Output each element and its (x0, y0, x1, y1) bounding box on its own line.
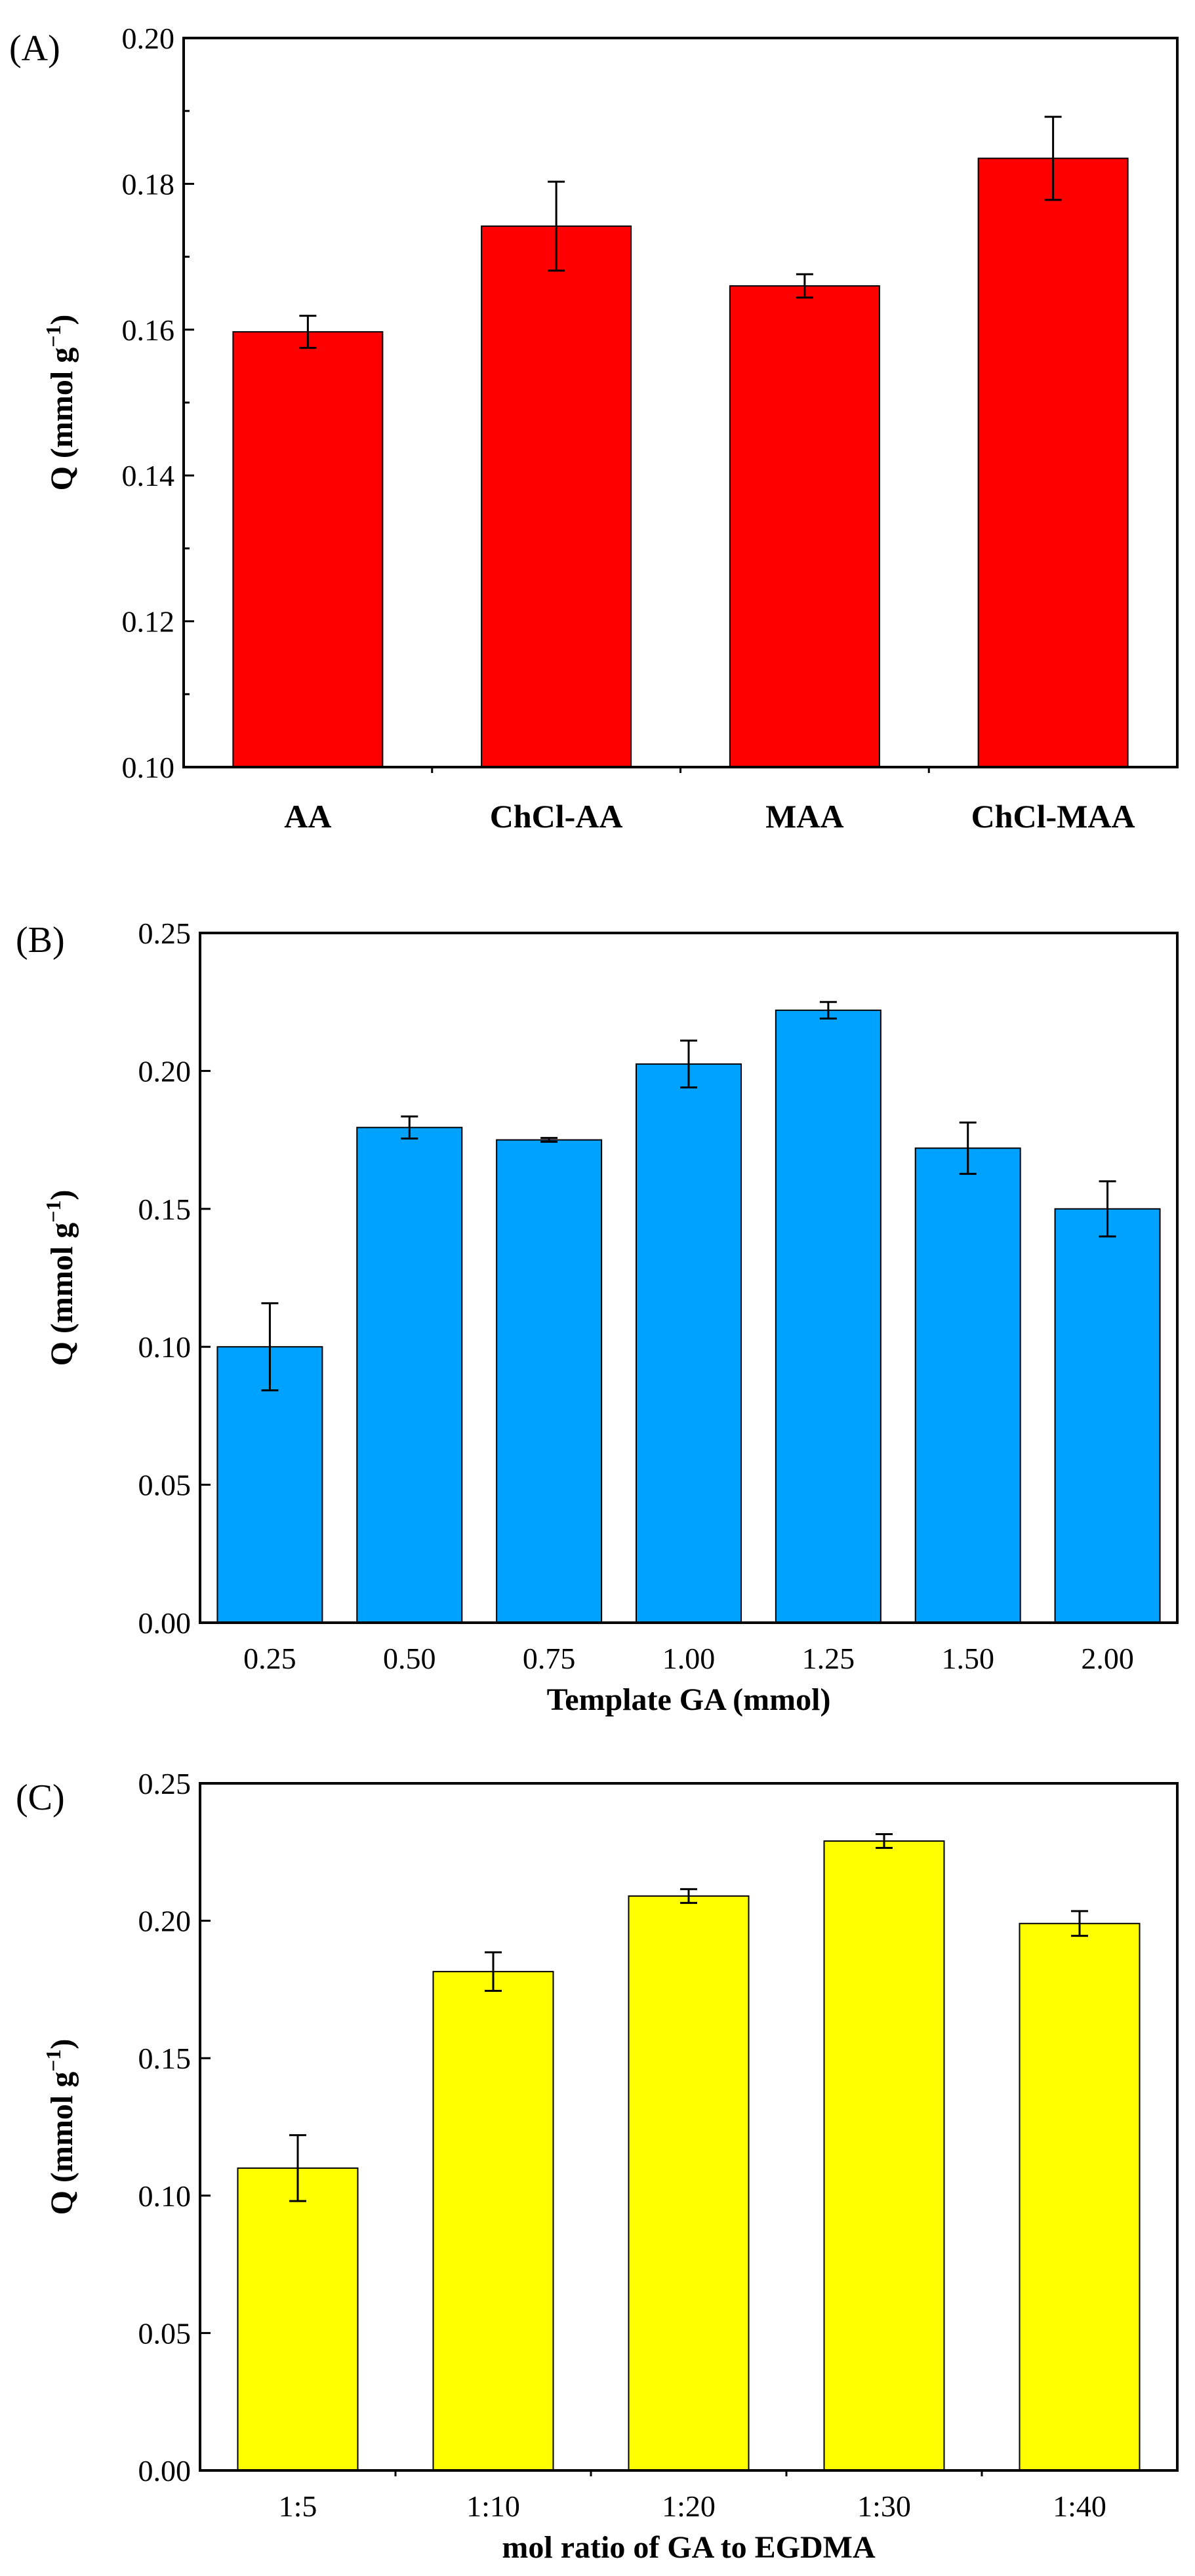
y-tick-label: 0.18 (122, 167, 175, 201)
y-tick-label: 0.10 (122, 751, 175, 784)
x-tick-label: 1:30 (857, 2489, 911, 2523)
error-bar-0.50 (401, 1115, 418, 1139)
y-axis-title: Q (mmol g−1) (41, 315, 79, 491)
bar-1.25 (775, 1009, 881, 1623)
error-bar-1.50 (959, 1121, 977, 1175)
y-tick-label: 0.25 (138, 917, 192, 950)
x-tick-label: ChCl-MAA (971, 798, 1135, 835)
x-tick-label: AA (284, 798, 331, 835)
x-tick-label: MAA (765, 798, 843, 835)
error-bar-ChCl-MAA (1044, 115, 1062, 201)
y-tick-label: 0.12 (122, 605, 175, 639)
x-tick-label: 1:40 (1053, 2489, 1106, 2523)
error-bar-0.75 (540, 1137, 558, 1143)
y-tick-label: 0.14 (122, 459, 175, 492)
x-axis-title: mol ratio of GA to EGDMA (502, 2530, 876, 2565)
y-tick-label: 0.20 (138, 1054, 192, 1088)
bar-MAA (729, 285, 880, 768)
panel-label: (C) (16, 1777, 65, 1818)
y-tick-label: 0.10 (138, 1330, 192, 1364)
error-bar-1:30 (876, 1833, 893, 1850)
chart-panel-c: 0.00 0.05 0.10 0.15 0.20 0.25 1:5 1:10 1:20 1:30 1… (16, 1767, 1179, 2565)
x-tick-label: ChCl-AA (490, 798, 623, 835)
error-bar-1:20 (680, 1888, 697, 1904)
bar-1:5 (237, 2167, 359, 2471)
bar-ChCl-MAA (977, 157, 1129, 768)
y-tick-label: 0.00 (138, 2454, 192, 2487)
error-bar-ChCl-AA (548, 180, 565, 272)
y-tick-label: 0.15 (138, 1193, 192, 1226)
bar-ChCl-AA (481, 225, 632, 768)
panel-label: (A) (9, 28, 60, 69)
y-tick-label: 0.00 (138, 1606, 192, 1640)
y-tick-label: 0.05 (138, 2316, 192, 2350)
x-tick-label: 2.00 (1081, 1642, 1134, 1675)
y-tick-label: 0.25 (138, 1767, 192, 1800)
error-bar-1:10 (485, 1951, 502, 1992)
error-bar-1:5 (289, 2134, 306, 2202)
chart-panel-a: 0.10 0.12 0.14 0.16 0.18 0.20 AA ChCl-AA MAA ChCl… (9, 22, 1179, 835)
error-bar-0.25 (261, 1302, 279, 1392)
y-tick-label: 0.16 (122, 313, 175, 347)
y-tick-label: 0.20 (122, 22, 175, 55)
error-bar-1.25 (819, 1001, 837, 1020)
error-bar-1.00 (680, 1039, 697, 1089)
x-tick-label: 0.25 (243, 1642, 296, 1675)
y-axis-title: Q (mmol g−1) (41, 2039, 79, 2215)
y-tick-label: 0.10 (138, 2179, 192, 2213)
y-tick-label: 0.05 (138, 1469, 192, 1502)
x-tick-label: 1:5 (279, 2489, 317, 2523)
bar-AA (232, 331, 384, 768)
panel-label: (B) (16, 920, 65, 961)
bar-1.00 (636, 1063, 742, 1623)
x-tick-label: 1:20 (662, 2489, 716, 2523)
error-bar-1:40 (1071, 1910, 1088, 1937)
error-bar-MAA (796, 273, 813, 299)
y-axis-title: Q (mmol g−1) (41, 1190, 79, 1366)
error-bar-AA (299, 315, 317, 349)
bar-1:30 (823, 1840, 945, 2471)
bar-1.50 (914, 1147, 1021, 1623)
x-axis-title: Template GA (mmol) (547, 1682, 831, 1717)
bar-2.00 (1054, 1208, 1161, 1624)
axes-frame (199, 1782, 1179, 2472)
x-tick-label: 1.50 (941, 1642, 994, 1675)
bar-0.50 (356, 1126, 463, 1623)
bar-0.75 (496, 1139, 603, 1623)
bar-1:20 (628, 1895, 750, 2472)
bar-1:40 (1019, 1922, 1141, 2471)
chart-panel-b: 0.00 0.05 0.10 0.15 0.20 0.25 0.25 0.50 0.75 1.00… (16, 917, 1179, 1717)
y-tick-label: 0.20 (138, 1905, 192, 1938)
y-tick-label: 0.15 (138, 2042, 192, 2075)
x-tick-label: 1:10 (466, 2489, 520, 2523)
bar-1:10 (432, 1971, 554, 2472)
x-tick-label: 0.75 (523, 1642, 576, 1675)
x-tick-label: 1.00 (662, 1642, 716, 1675)
bar-0.25 (216, 1346, 323, 1623)
x-tick-label: 1.25 (802, 1642, 855, 1675)
error-bar-2.00 (1099, 1180, 1116, 1238)
x-tick-label: 0.50 (383, 1642, 436, 1675)
axes-frame (199, 932, 1179, 1624)
